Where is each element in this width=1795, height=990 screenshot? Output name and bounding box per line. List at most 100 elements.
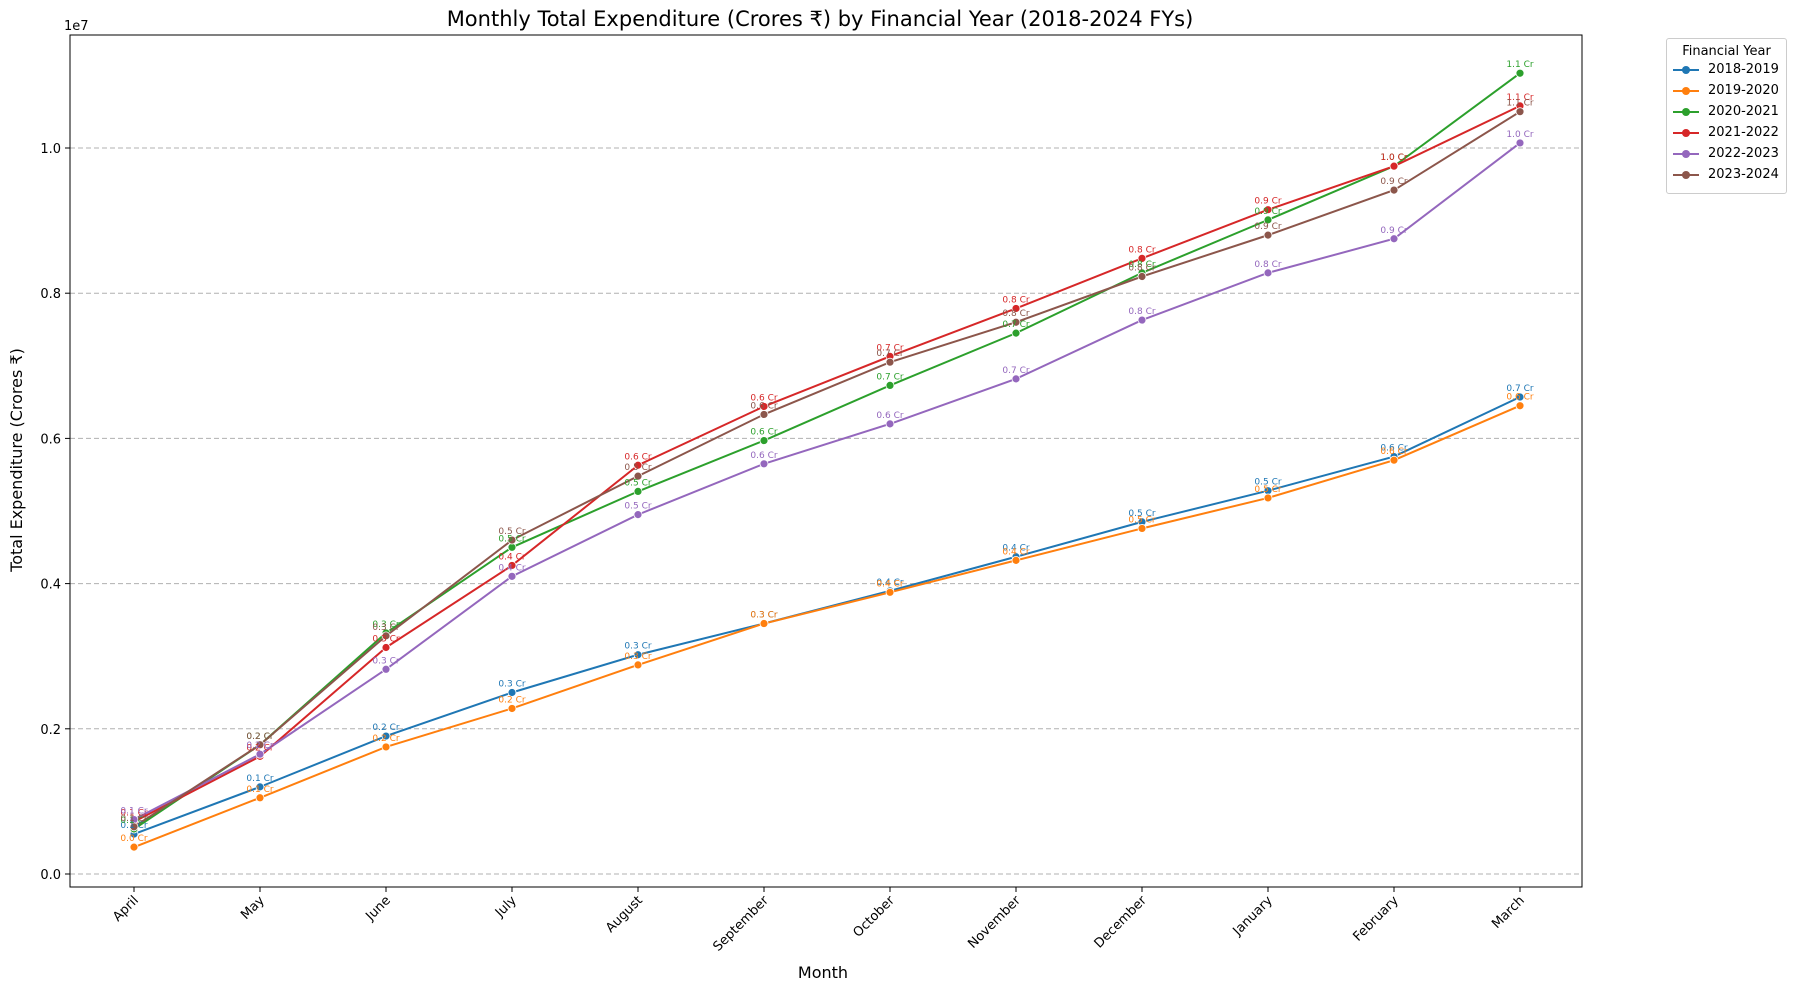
- data-label: 0.4 Cr: [1002, 544, 1029, 554]
- data-label: 0.1 Cr: [120, 814, 147, 824]
- y-tick-label: 0.2: [40, 723, 61, 738]
- data-label: 0.4 Cr: [876, 578, 903, 588]
- data-point: [1011, 317, 1021, 327]
- data-point: [255, 749, 265, 759]
- series-lines: [129, 68, 1525, 852]
- data-label: 0.4 Cr: [498, 563, 525, 573]
- data-point: [507, 704, 517, 713]
- legend-item: 2020-2021: [1667, 101, 1786, 122]
- data-label: 0.2 Cr: [246, 732, 273, 742]
- data-point: [1137, 524, 1147, 533]
- data-label: 0.8 Cr: [1128, 245, 1155, 255]
- series-line-2021-2022: [133, 104, 1521, 823]
- data-label: 0.5 Cr: [1128, 515, 1155, 525]
- data-label: 0.3 Cr: [498, 680, 525, 690]
- data-point: [759, 410, 769, 419]
- x-tick-label: July: [492, 893, 520, 921]
- data-label: 0.4 Cr: [876, 579, 903, 589]
- plot-frame: [69, 34, 1583, 888]
- data-label: 1.1 Cr: [1506, 93, 1533, 103]
- series-line-2019-2020: [133, 404, 1521, 849]
- legend-item: 2023-2024: [1667, 164, 1786, 185]
- data-point: [885, 587, 895, 597]
- legend-label: 2019-2020: [1708, 83, 1779, 98]
- data-point: [633, 486, 643, 496]
- data-label: 1.0 Cr: [1506, 130, 1533, 140]
- series-line-2018-2019: [133, 396, 1521, 836]
- data-label: 0.8 Cr: [1128, 307, 1155, 317]
- data-label: 0.3 Cr: [624, 642, 651, 652]
- data-point: [507, 535, 517, 545]
- data-point: [1263, 205, 1273, 215]
- legend-swatch: [1673, 65, 1699, 75]
- data-label: 0.7 Cr: [876, 343, 903, 353]
- data-label: 0.2 Cr: [372, 734, 399, 744]
- axes: 0.0 0.2 0.4 0.6 0.8 1.0 April May June July August…: [40, 34, 1583, 955]
- data-label: 0.9 Cr: [1254, 207, 1281, 217]
- data-label: 0.2 Cr: [372, 723, 399, 733]
- data-label: 0.7 Cr: [876, 349, 903, 359]
- data-label: 0.5 Cr: [1254, 478, 1281, 488]
- data-point: [1389, 161, 1399, 171]
- legend-swatch: [1673, 86, 1699, 96]
- data-label: 0.2 Cr: [498, 695, 525, 705]
- x-tick-label: March: [1489, 893, 1528, 932]
- data-label: 0.8 Cr: [1002, 309, 1029, 319]
- data-point: [255, 782, 265, 792]
- data-label: 0.3 Cr: [372, 656, 399, 666]
- data-label: 0.7 Cr: [876, 372, 903, 382]
- x-tick-label: September: [710, 893, 772, 955]
- chart-title: Monthly Total Expenditure (Crores ₹) by …: [447, 7, 1194, 31]
- data-label: 0.1 Cr: [246, 774, 273, 784]
- data-point: [633, 460, 643, 470]
- data-point: [759, 459, 769, 469]
- data-label: 0.1 Cr: [120, 816, 147, 826]
- data-label: 0.4 Cr: [498, 552, 525, 562]
- data-point: [633, 650, 643, 660]
- data-label: 0.3 Cr: [372, 634, 399, 644]
- data-label: 1.0 Cr: [1380, 153, 1407, 163]
- data-point: [1515, 68, 1525, 78]
- data-label: 0.5 Cr: [1128, 509, 1155, 519]
- y-tick-label: 0.4: [40, 578, 61, 593]
- data-point: [759, 619, 769, 628]
- data-point: [1011, 555, 1021, 565]
- y-tick-label: 0.6: [40, 432, 61, 447]
- data-point: [885, 419, 895, 429]
- x-tick-label: December: [1092, 893, 1151, 952]
- data-point: [1515, 138, 1525, 148]
- data-point: [1263, 268, 1273, 278]
- legend-item: 2018-2019: [1667, 59, 1786, 80]
- data-point: [1011, 304, 1021, 313]
- data-point: [507, 542, 517, 552]
- x-tick-label: August: [603, 893, 646, 936]
- data-point: [381, 664, 391, 674]
- data-point: [1389, 234, 1399, 244]
- y-tick-label: 1.0: [40, 142, 61, 157]
- data-point: [129, 822, 139, 832]
- data-label: 0.3 Cr: [750, 611, 777, 621]
- legend-label: 2018-2019: [1708, 62, 1779, 77]
- y-axis-label: Total Expenditure (Crores ₹): [7, 348, 26, 573]
- y-tick-label: 0.0: [40, 868, 61, 883]
- data-label: 0.2 Cr: [246, 732, 273, 742]
- data-label: 0.1 Cr: [246, 785, 273, 795]
- data-point: [381, 731, 391, 741]
- data-point: [381, 631, 391, 641]
- x-tick-label: October: [850, 893, 898, 941]
- data-point: [1011, 374, 1021, 384]
- data-label: 0.1 Cr: [120, 807, 147, 817]
- data-label: 0.9 Cr: [1254, 197, 1281, 207]
- data-label: 0.8 Cr: [1254, 260, 1281, 270]
- data-point: [1389, 185, 1399, 195]
- data-point: [255, 740, 265, 750]
- legend: Financial Year 2018-2019 2019-2020 2020-20…: [1666, 38, 1787, 194]
- grid-lines: [70, 147, 1582, 875]
- data-point: [885, 357, 895, 367]
- data-point: [507, 571, 517, 581]
- data-point: [381, 643, 391, 652]
- data-point: [1011, 328, 1021, 338]
- data-point: [633, 471, 643, 481]
- data-point: [129, 842, 139, 852]
